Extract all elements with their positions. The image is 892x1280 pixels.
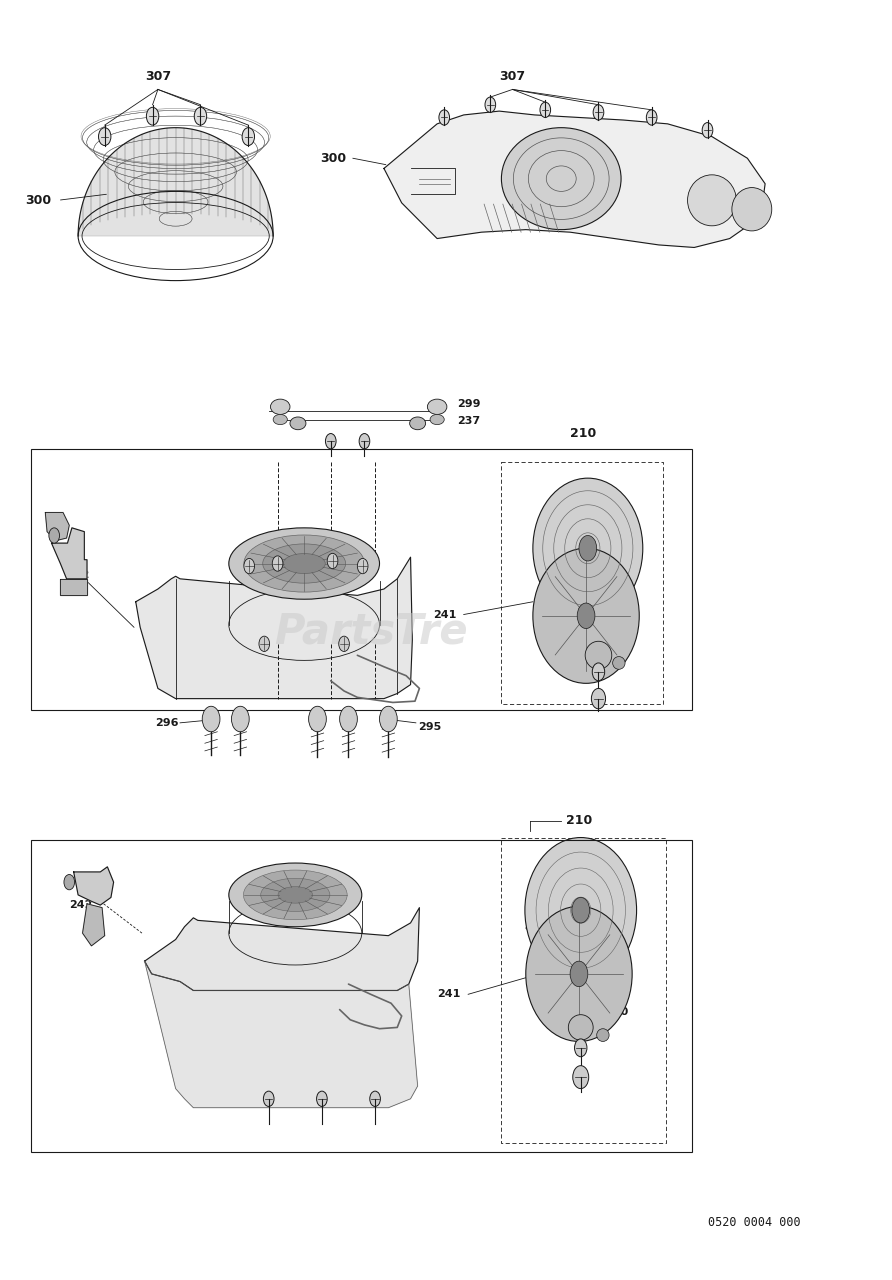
Text: 296: 296 (155, 718, 178, 728)
Bar (31, 840, 691, 1152)
Ellipse shape (568, 1015, 593, 1041)
Circle shape (358, 558, 368, 573)
Ellipse shape (585, 641, 612, 669)
Circle shape (49, 527, 60, 543)
Polygon shape (61, 579, 87, 595)
Circle shape (244, 558, 254, 573)
Circle shape (572, 897, 590, 923)
Circle shape (647, 110, 657, 125)
Text: 240: 240 (606, 1007, 629, 1018)
Ellipse shape (533, 548, 640, 684)
Text: 242: 242 (70, 900, 93, 910)
Circle shape (146, 108, 159, 125)
Text: 242: 242 (67, 570, 90, 580)
Circle shape (98, 128, 111, 146)
Text: PartsTre: PartsTre (274, 611, 467, 652)
Circle shape (272, 556, 283, 571)
Ellipse shape (731, 188, 772, 230)
Text: 237: 237 (458, 416, 481, 426)
Circle shape (579, 535, 597, 561)
Circle shape (540, 102, 550, 118)
Circle shape (263, 1091, 274, 1106)
Circle shape (702, 123, 713, 138)
Circle shape (379, 707, 397, 732)
Polygon shape (78, 128, 273, 236)
Circle shape (485, 97, 496, 113)
Text: 0520 0004 000: 0520 0004 000 (708, 1216, 801, 1229)
Text: 300: 300 (25, 193, 52, 207)
Polygon shape (136, 557, 412, 699)
Text: 210: 210 (570, 428, 597, 440)
Circle shape (242, 128, 254, 146)
Ellipse shape (613, 657, 625, 669)
Circle shape (573, 1066, 589, 1088)
Ellipse shape (524, 837, 637, 983)
Text: 210: 210 (566, 814, 592, 827)
Polygon shape (45, 512, 70, 540)
Ellipse shape (409, 417, 425, 430)
Ellipse shape (273, 415, 287, 425)
Circle shape (202, 707, 220, 732)
Circle shape (327, 553, 338, 568)
Text: 295: 295 (417, 722, 441, 732)
Circle shape (232, 707, 249, 732)
Text: 299: 299 (458, 399, 481, 410)
Circle shape (593, 105, 604, 120)
Ellipse shape (533, 479, 643, 618)
Circle shape (194, 108, 207, 125)
Circle shape (64, 874, 75, 890)
Circle shape (591, 689, 606, 709)
Circle shape (439, 110, 450, 125)
Circle shape (592, 663, 605, 681)
Text: 307: 307 (500, 70, 525, 83)
Text: 307: 307 (145, 70, 171, 83)
Ellipse shape (427, 399, 447, 415)
Circle shape (574, 1039, 587, 1057)
Ellipse shape (430, 415, 444, 425)
Circle shape (259, 636, 269, 652)
Ellipse shape (270, 399, 290, 415)
Circle shape (370, 1091, 380, 1106)
Circle shape (326, 434, 336, 449)
Circle shape (317, 1091, 327, 1106)
Ellipse shape (283, 553, 326, 573)
Polygon shape (145, 908, 419, 991)
Circle shape (340, 707, 358, 732)
Text: 241: 241 (433, 609, 456, 620)
Circle shape (359, 434, 370, 449)
Polygon shape (384, 111, 765, 247)
Text: 240: 240 (615, 617, 638, 627)
Ellipse shape (525, 906, 632, 1042)
Ellipse shape (501, 128, 621, 229)
Bar (31, 449, 691, 710)
Circle shape (309, 707, 326, 732)
Ellipse shape (278, 887, 312, 904)
Circle shape (339, 636, 350, 652)
Polygon shape (74, 867, 113, 905)
Ellipse shape (260, 878, 330, 911)
Polygon shape (145, 961, 417, 1107)
Circle shape (570, 961, 588, 987)
Ellipse shape (244, 535, 365, 593)
Text: 300: 300 (320, 152, 347, 165)
Ellipse shape (597, 1029, 609, 1042)
Text: 241: 241 (437, 989, 460, 1000)
Polygon shape (52, 527, 87, 579)
Ellipse shape (229, 527, 379, 599)
Ellipse shape (688, 175, 736, 225)
Ellipse shape (290, 417, 306, 430)
Ellipse shape (229, 863, 362, 927)
Ellipse shape (263, 544, 345, 584)
Ellipse shape (244, 870, 347, 920)
Polygon shape (83, 904, 104, 946)
Circle shape (577, 603, 595, 628)
